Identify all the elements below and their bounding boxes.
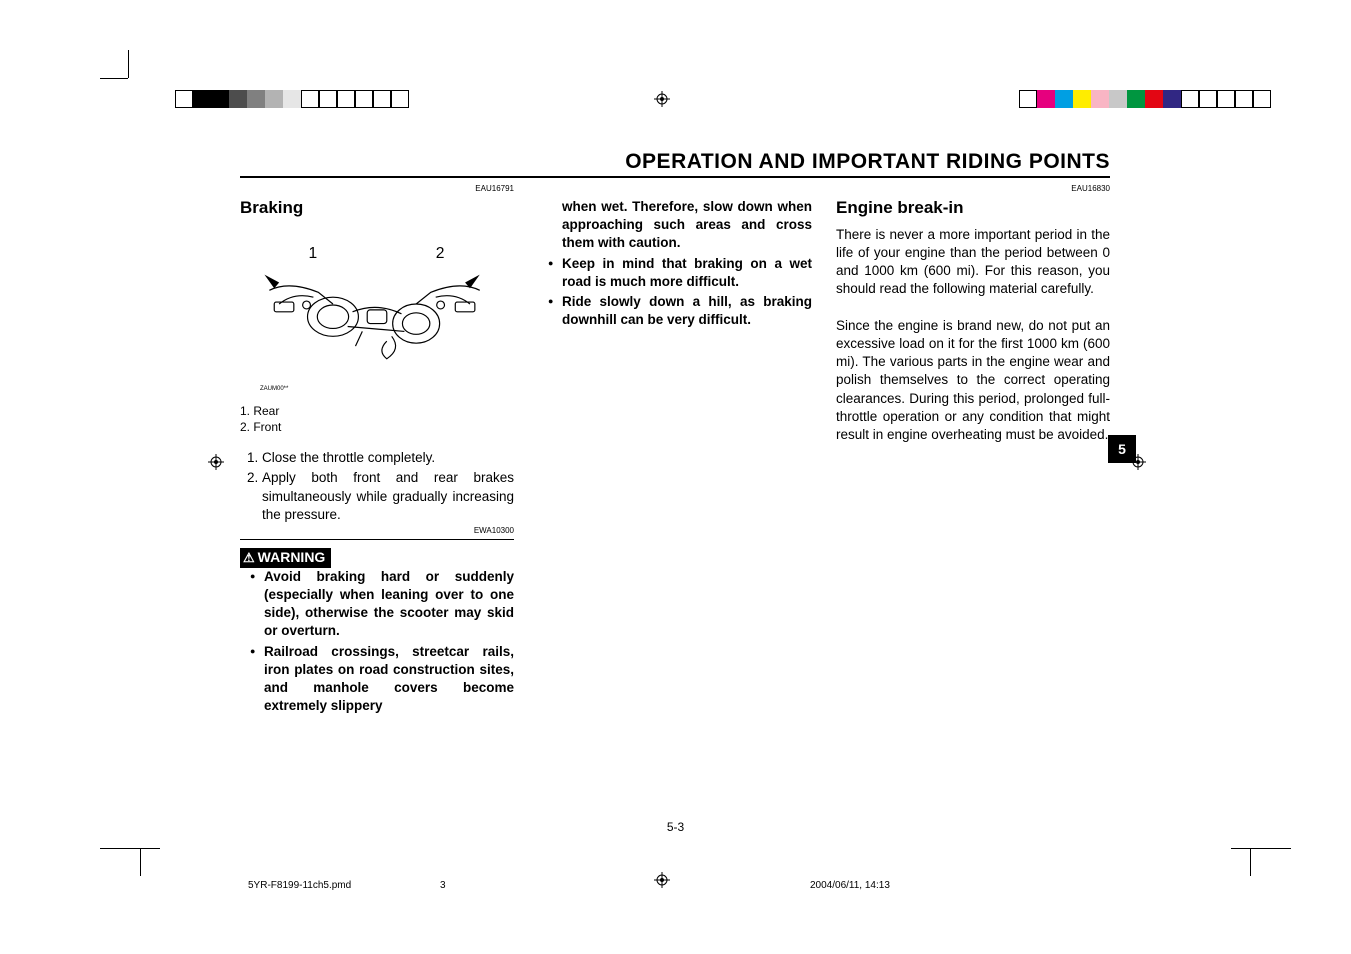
column-1: EAU16791 Braking 1 2 bbox=[240, 184, 514, 718]
warning-bullets: Avoid braking hard or suddenly (especial… bbox=[250, 568, 514, 716]
breakin-p2: Since the engine is brand new, do not pu… bbox=[836, 317, 1110, 445]
diagram-code: ZAUM00** bbox=[260, 385, 514, 393]
footer-page: 3 bbox=[440, 880, 446, 891]
crop-mark bbox=[128, 50, 129, 78]
step-item: Apply both front and rear brakes simulta… bbox=[262, 469, 514, 524]
step-item: Close the throttle completely. bbox=[262, 449, 514, 467]
legend-item: 2. Front bbox=[240, 419, 514, 435]
heading-braking: Braking bbox=[240, 197, 514, 220]
ref-code: EAU16830 bbox=[836, 184, 1110, 195]
color-bar-left bbox=[175, 90, 409, 108]
registration-target-icon bbox=[208, 454, 224, 470]
bullet-item: Keep in mind that braking on a wet road … bbox=[548, 255, 812, 291]
section-title: OPERATION AND IMPORTANT RIDING POINTS bbox=[240, 150, 1110, 178]
continuation-text: when wet. Therefore, slow down when appr… bbox=[538, 198, 812, 253]
ref-code: EWA10300 bbox=[240, 526, 514, 537]
column-2: when wet. Therefore, slow down when appr… bbox=[538, 184, 812, 718]
crop-mark bbox=[140, 848, 141, 876]
page-number: 5-3 bbox=[667, 820, 684, 834]
crop-mark bbox=[1250, 848, 1251, 876]
legend-item: 1. Rear bbox=[240, 403, 514, 419]
crop-mark bbox=[100, 78, 128, 79]
chapter-tab: 5 bbox=[1108, 435, 1136, 463]
crop-mark bbox=[100, 848, 160, 849]
heading-breakin: Engine break-in bbox=[836, 197, 1110, 220]
brake-diagram: 1 2 bbox=[240, 232, 514, 377]
bullet-item: Ride slowly down a hill, as braking down… bbox=[548, 293, 812, 329]
diagram-label-1: 1 bbox=[309, 245, 318, 262]
warning-triangle-icon: ⚠ bbox=[243, 549, 255, 567]
column-3: EAU16830 Engine break-in There is never … bbox=[836, 184, 1110, 718]
diagram-label-2: 2 bbox=[436, 245, 445, 262]
col2-bullets: Keep in mind that braking on a wet road … bbox=[548, 255, 812, 330]
page-content: OPERATION AND IMPORTANT RIDING POINTS EA… bbox=[240, 150, 1110, 718]
warning-rule bbox=[240, 539, 514, 540]
registration-target-icon bbox=[654, 91, 670, 107]
color-bar-right bbox=[1019, 90, 1271, 108]
diagram-legend: 1. Rear 2. Front bbox=[240, 403, 514, 435]
footer-date: 2004/06/11, 14:13 bbox=[810, 880, 890, 891]
crop-mark bbox=[1231, 848, 1291, 849]
registration-target-icon bbox=[654, 872, 670, 888]
ref-code: EAU16791 bbox=[240, 184, 514, 195]
bullet-item: Avoid braking hard or suddenly (especial… bbox=[250, 568, 514, 641]
warning-label-text: WARNING bbox=[258, 548, 326, 567]
breakin-p1: There is never a more important period i… bbox=[836, 226, 1110, 299]
footer-filename: 5YR-F8199-11ch5.pmd bbox=[248, 880, 351, 891]
warning-badge: ⚠ WARNING bbox=[240, 548, 331, 568]
bullet-item: Railroad crossings, streetcar rails, iro… bbox=[250, 643, 514, 716]
braking-steps: Close the throttle completely. Apply bot… bbox=[262, 449, 514, 524]
